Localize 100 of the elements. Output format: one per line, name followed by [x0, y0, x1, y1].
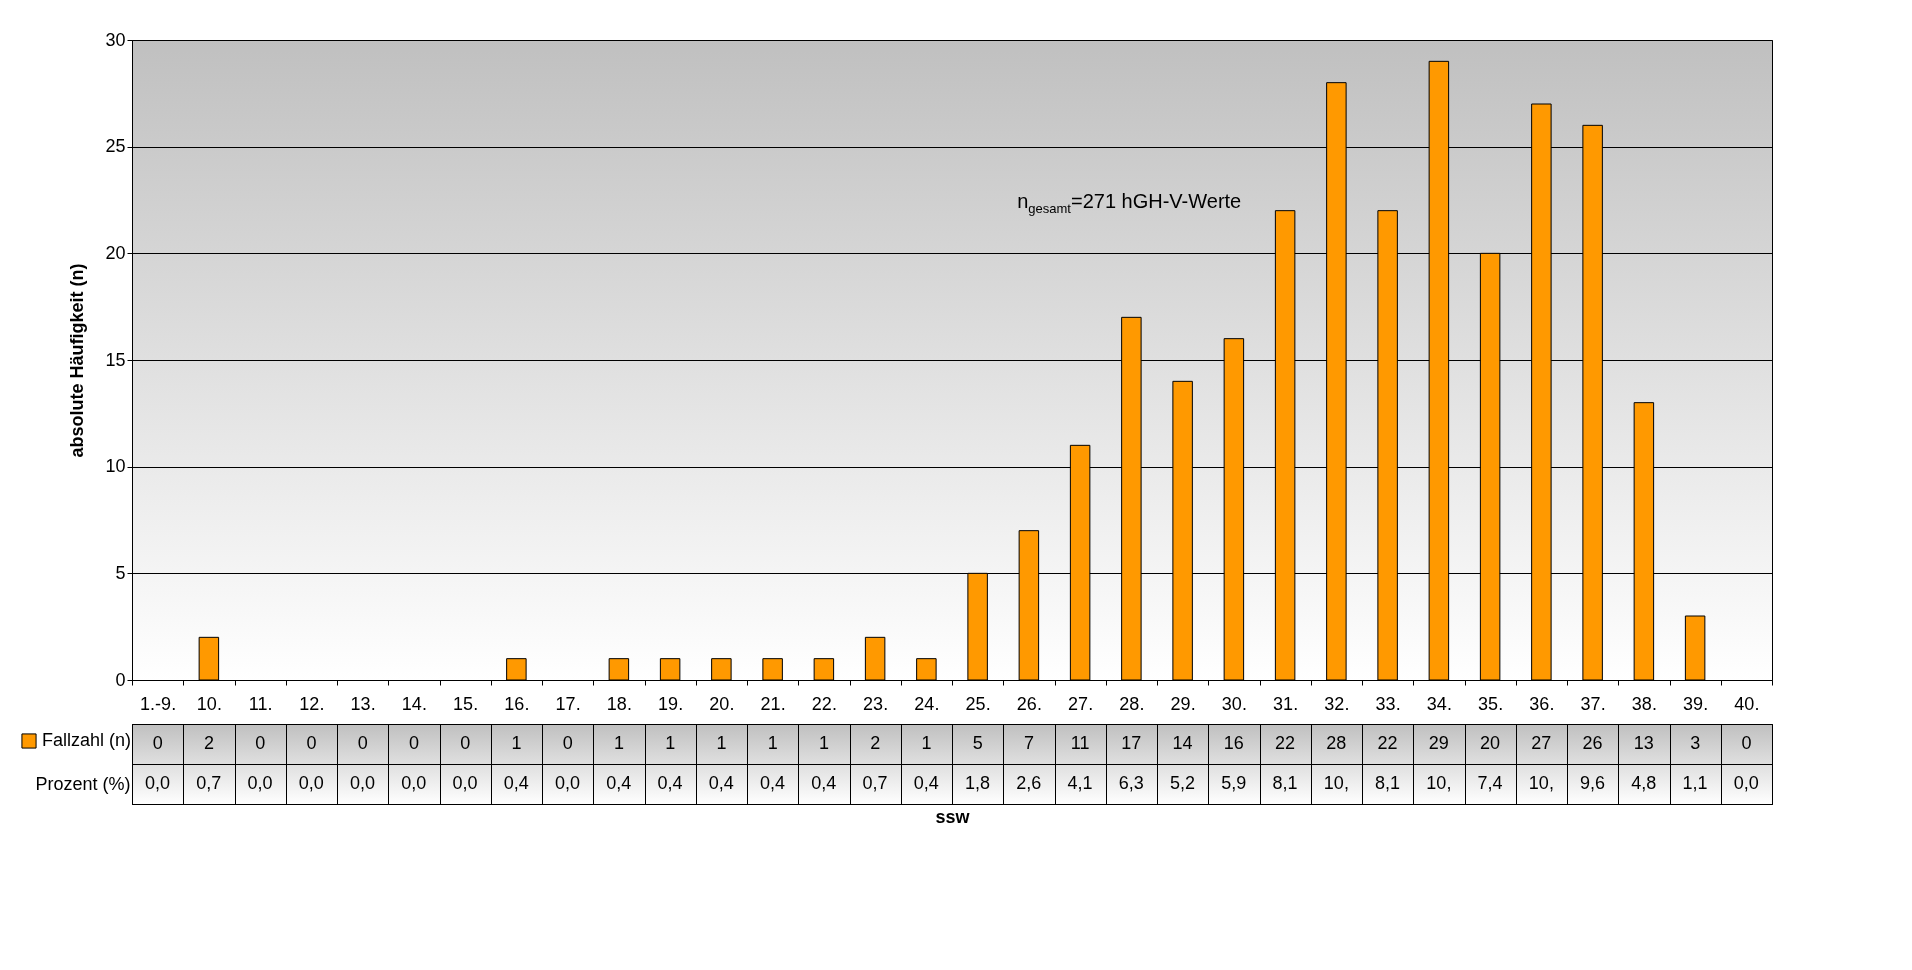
text: 0,4: [503, 773, 529, 793]
data-label: 0: [408, 733, 419, 753]
legend-label: Fallzahl (n): [42, 730, 132, 750]
text: 0,7: [862, 773, 888, 793]
x-tick-label: 37.: [1580, 693, 1606, 714]
x-tick-label: 16.: [504, 693, 530, 714]
x-tick-label: 18.: [606, 693, 632, 714]
x-tick-label: 26.: [1016, 693, 1042, 714]
x-tick-label: 12.: [299, 693, 325, 714]
x-tick-label: 10.: [196, 693, 222, 714]
data-label: 11: [1070, 733, 1090, 753]
text: 1,8: [965, 773, 991, 793]
y-tick-label: 0: [115, 669, 126, 690]
data-label: 16: [1223, 733, 1244, 753]
data-label: 29: [1428, 733, 1449, 753]
y-tick-label: 20: [105, 242, 126, 263]
text: ssw: [935, 806, 971, 827]
text: 0,0: [555, 773, 581, 793]
text: 0,0: [452, 773, 478, 793]
data-label: 1: [767, 733, 778, 753]
x-tick-label: 30.: [1221, 693, 1247, 714]
text: 0,0: [145, 773, 171, 793]
text: 1,1: [1682, 773, 1708, 793]
text: 0,0: [298, 773, 324, 793]
x-tick-label: 34.: [1426, 693, 1452, 714]
data-label: 0: [1741, 733, 1752, 753]
x-tick-label: 14.: [401, 693, 427, 714]
x-tick-label: 20.: [709, 693, 735, 714]
x-tick-label: 40.: [1734, 693, 1760, 714]
data-label: 0: [357, 733, 368, 753]
y-tick-label: 10: [105, 456, 126, 477]
data-label: 0: [562, 733, 573, 753]
text: 0,4: [657, 773, 683, 793]
y-axis-title: absolute Häufigkeit (n): [67, 263, 88, 458]
x-tick-label: 35.: [1478, 693, 1504, 714]
text: 8,1: [1272, 773, 1298, 793]
x-tick-label: 11.: [248, 693, 273, 714]
data-label: 1: [818, 733, 829, 753]
data-label: 1: [613, 733, 624, 753]
x-tick-label: 29.: [1170, 693, 1196, 714]
text: 9,6: [1580, 773, 1606, 793]
data-label: 1: [921, 733, 932, 753]
text: 8,1: [1375, 773, 1401, 793]
text: 10,: [1528, 773, 1554, 793]
x-tick-label: 21.: [760, 693, 786, 714]
x-tick-label: 24.: [914, 693, 940, 714]
text: 5,2: [1170, 773, 1196, 793]
x-tick-label: 31.: [1273, 693, 1299, 714]
x-tick-label: 27.: [1068, 693, 1094, 714]
x-tick-label: 28.: [1119, 693, 1145, 714]
x-tick-label: 33.: [1375, 693, 1401, 714]
data-label: 2: [870, 733, 881, 753]
text: 2,6: [1016, 773, 1042, 793]
x-tick-label: 23.: [863, 693, 889, 714]
data-label: 3: [1690, 733, 1701, 753]
text: 7,4: [1477, 773, 1503, 793]
text: 0,0: [1733, 773, 1759, 793]
annotation: n$_{gesamt}$=271 hGH-V-Werte: [1017, 190, 1242, 216]
y-tick-label: 15: [105, 349, 126, 370]
text: 4,8: [1631, 773, 1657, 793]
x-tick-label: 25.: [965, 693, 991, 714]
text: 0,4: [606, 773, 632, 793]
text: 5,9: [1221, 773, 1247, 793]
text: 10,: [1426, 773, 1452, 793]
data-label: 13: [1633, 733, 1654, 753]
data-label: 7: [1023, 733, 1034, 753]
text: 0,7: [196, 773, 222, 793]
x-tick-label: 17.: [555, 693, 581, 714]
text: 10,: [1323, 773, 1349, 793]
x-tick-label: 13.: [350, 693, 376, 714]
data-label: 1: [716, 733, 727, 753]
y-tick-label: 25: [105, 136, 126, 157]
text: 0,4: [811, 773, 837, 793]
x-tick-label: 36.: [1529, 693, 1555, 714]
x-tick-label: 32.: [1324, 693, 1350, 714]
text: 0,0: [247, 773, 273, 793]
text: 0,4: [913, 773, 939, 793]
data-label: 1: [665, 733, 676, 753]
x-tick-label: 19.: [658, 693, 684, 714]
data-label: 17: [1121, 733, 1142, 753]
x-tick-label: 1.-9.: [140, 693, 177, 714]
x-tick-label: 38.: [1631, 693, 1657, 714]
x-tick-label: 22.: [811, 693, 837, 714]
data-label: 0: [460, 733, 471, 753]
text: 0,4: [708, 773, 734, 793]
text: 0,4: [760, 773, 786, 793]
text: 0,0: [350, 773, 376, 793]
data-label: 20: [1480, 733, 1501, 753]
text: 4,1: [1067, 773, 1093, 793]
data-label: 0: [255, 733, 266, 753]
data-label: 2: [203, 733, 214, 753]
data-label: 14: [1172, 733, 1193, 753]
data-label: 1: [511, 733, 522, 753]
x-tick-label: 15.: [453, 693, 479, 714]
data-label: 22: [1275, 733, 1296, 753]
data-label: 28: [1326, 733, 1347, 753]
text: 6,3: [1118, 773, 1144, 793]
data-label: 27: [1531, 733, 1552, 753]
y-tick-label: 5: [115, 562, 126, 583]
data-label: 22: [1377, 733, 1398, 753]
